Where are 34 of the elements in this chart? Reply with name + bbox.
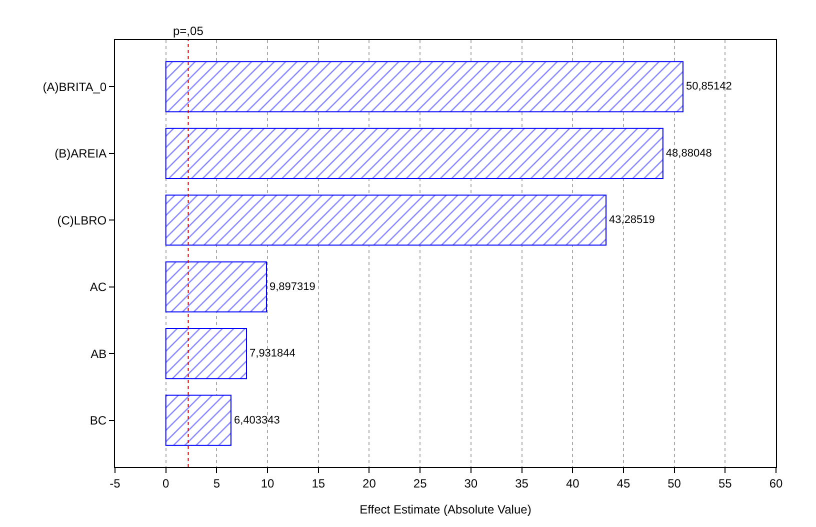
x-tick-label: 0 — [162, 476, 170, 490]
bar — [165, 61, 684, 112]
data-label: 48,88048 — [666, 147, 712, 160]
x-tick-label: 20 — [362, 476, 376, 490]
bar — [165, 394, 232, 446]
x-axis-title: Effect Estimate (Absolute Value) — [360, 502, 532, 516]
x-tick-label: 60 — [769, 476, 783, 490]
bar — [165, 261, 267, 312]
data-label: 43,28519 — [609, 214, 655, 226]
x-tick-label: 45 — [616, 476, 630, 490]
bar — [165, 328, 248, 380]
data-label: 6,403343 — [234, 414, 280, 426]
y-tick-label: (A)BRITA_0 — [42, 80, 107, 94]
x-tick-label: 15 — [312, 476, 326, 490]
y-tick-label: AB — [90, 346, 107, 361]
bar — [165, 194, 607, 246]
x-tick-label: 10 — [260, 476, 275, 490]
y-tick-label: (C)LBRO — [57, 213, 107, 228]
x-tick-label: 5 — [213, 476, 220, 490]
bar — [165, 128, 664, 179]
x-tick-label: 55 — [718, 476, 732, 490]
x-tick-label: 35 — [515, 476, 529, 490]
x-tick-label: -5 — [110, 476, 121, 490]
y-tick-label: BC — [90, 414, 107, 428]
data-label: 7,931844 — [250, 348, 296, 360]
x-tick-label: 40 — [566, 476, 580, 490]
y-tick-label: (B)AREIA — [54, 146, 107, 161]
x-tick-label: 50 — [668, 476, 682, 490]
y-tick-label: AC — [90, 280, 107, 294]
data-label: 9,897319 — [269, 280, 316, 293]
ref-line-label: p=,05 — [173, 24, 204, 38]
data-label: 50,85142 — [686, 80, 732, 93]
x-tick-label: 25 — [413, 476, 428, 490]
x-tick-label: 30 — [464, 476, 478, 490]
